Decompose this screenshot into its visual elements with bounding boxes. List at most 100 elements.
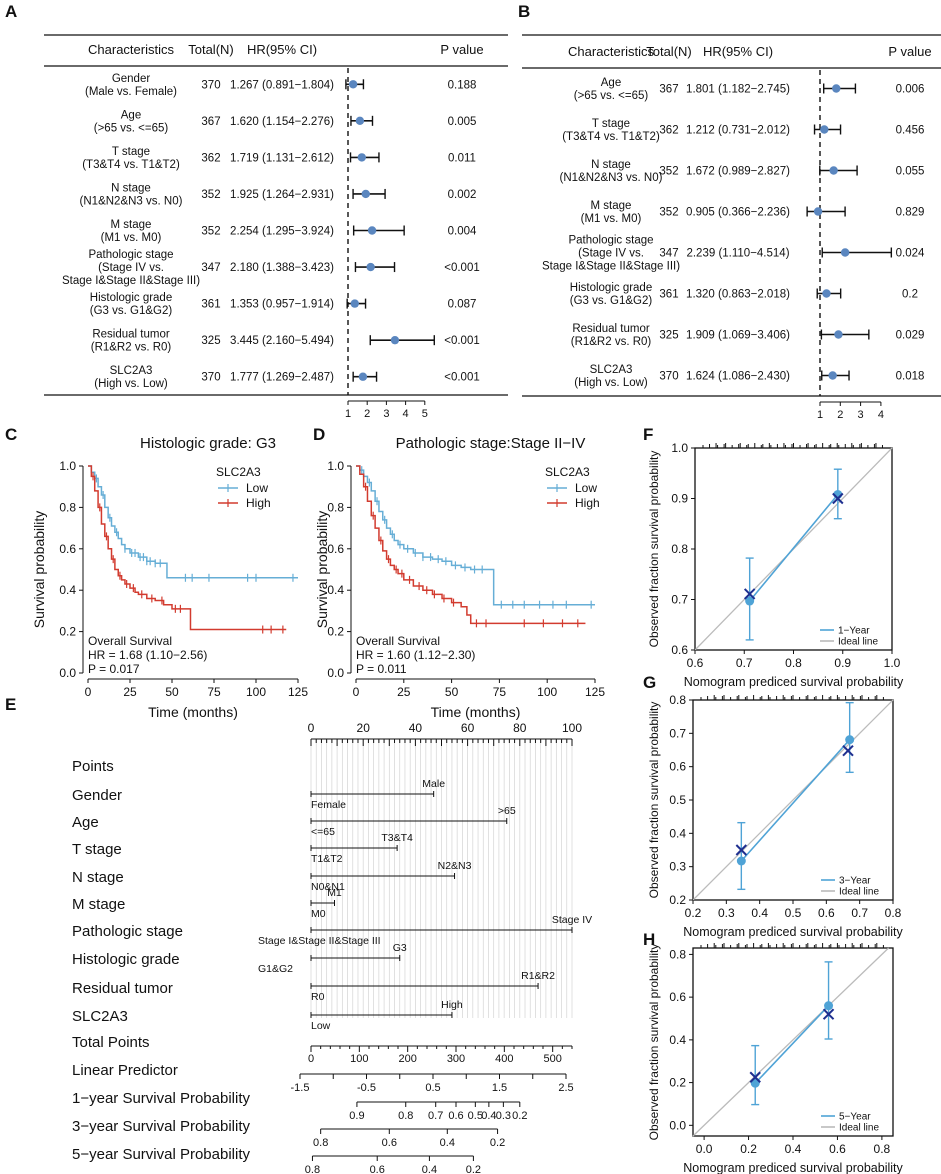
scale-label: Histologic grade (72, 951, 180, 968)
row-total: 362 (201, 152, 220, 164)
km-annotation: P = 0.011 (356, 662, 407, 676)
x-tick-label: 0.2 (740, 1142, 757, 1156)
row-label: (Male vs. Female) (85, 86, 177, 98)
calibration-plot-G: G 0.2 0.3 0.4 0.5 0.6 0.7 0.8 0.2 0.3 0.4 0.5 0.6 0.7… (643, 673, 904, 939)
survival-curve-low (356, 465, 595, 606)
row-label: Residual tumor (92, 329, 170, 341)
predicted-cross (743, 588, 756, 600)
y-tick-label: 0.8 (671, 542, 688, 556)
row-label: SLC2A3 (590, 364, 633, 376)
row-label: (G3 vs. G1&G2) (570, 295, 653, 307)
predicted-cross (822, 1008, 835, 1020)
y-tick-label: 0.2 (59, 625, 76, 639)
km-annotation: P = 0.017 (88, 662, 140, 676)
row-pvalue: 0.024 (896, 248, 925, 260)
row-total: 352 (201, 226, 220, 238)
row-pvalue: <0.001 (444, 262, 480, 274)
total-points-tick-label: 500 (543, 1053, 561, 1065)
x-tick-label: 0.7 (736, 656, 753, 670)
x-tick-label: 75 (207, 685, 221, 699)
x-tick-label: 0.3 (718, 906, 735, 920)
hr-point (350, 299, 359, 308)
km-plot-C: C Histologic grade: G3 0.0 0.2 0.4 0.6 0.8 1.0 0… (5, 425, 308, 720)
row-hr-ci: 1.909 (1.069−3.406) (686, 330, 790, 342)
header-hr: HR(95% CI) (247, 42, 317, 57)
panel-label-c: C (5, 425, 17, 444)
x-tick-label: 2 (364, 408, 370, 420)
row-label: N stage (591, 159, 631, 171)
row-total: 352 (201, 189, 220, 201)
x-tick-label: 50 (445, 685, 459, 699)
row-label: T stage (112, 146, 150, 158)
row-hr-ci: 1.925 (1.264−2.931) (230, 189, 334, 201)
scale-label: Age (72, 814, 99, 831)
level-label: R1&R2 (521, 970, 555, 982)
row-label: (R1&R2 vs. R0) (571, 336, 652, 348)
y-tick-label: 0.6 (669, 760, 686, 774)
km-annotation: HR = 1.60 (1.12−2.30) (356, 648, 475, 662)
y-tick-label: 0.5 (669, 793, 686, 807)
predicted-cross (842, 744, 854, 757)
level-label: Stage I&Stage II&Stage III (258, 935, 381, 947)
y-tick-label: 1.0 (671, 441, 688, 455)
x-tick-label: 0.8 (785, 656, 802, 670)
probability-tick-label: 0.7 (428, 1110, 443, 1122)
row-hr-ci: 1.620 (1.154−2.276) (230, 116, 334, 128)
panel-label-a: A (5, 2, 17, 21)
hr-point (348, 80, 358, 89)
km-plot-D: D Pathologic stage:Stage II−IV 0.0 0.2 0.4 0.… (313, 425, 605, 720)
predicted-cross (749, 1071, 761, 1083)
x-tick-label: 0.8 (874, 1142, 891, 1156)
row-label: (Stage IV vs. (98, 262, 164, 274)
points-tick-label: 40 (409, 721, 423, 735)
scale-label: T stage (72, 841, 122, 858)
x-tick-label: 75 (493, 685, 507, 699)
y-tick-label: 0.6 (59, 542, 76, 556)
x-tick-label: 2 (837, 409, 843, 421)
x-tick-label: 4 (878, 409, 884, 421)
legend-entry: Low (575, 481, 597, 495)
total-points-tick-label: 200 (398, 1053, 416, 1065)
row-label: (N1&N2&N3 vs. N0) (80, 195, 183, 207)
legend-entry: Ideal line (839, 1123, 879, 1134)
x-tick-label: 100 (246, 685, 266, 699)
level-label: N0&N1 (311, 881, 345, 893)
level-label: M1 (327, 887, 342, 899)
x-tick-label: 50 (165, 685, 179, 699)
hr-point (367, 226, 377, 235)
row-label: (M1 vs. M0) (581, 213, 642, 225)
legend-entry: 1−Year (838, 626, 870, 637)
observed-point (750, 1078, 760, 1088)
row-label: (T3&T4 vs. T1&T2) (562, 131, 660, 143)
x-tick-label: 0.9 (834, 656, 851, 670)
row-hr-ci: 1.624 (1.086−2.430) (686, 371, 790, 383)
row-label: Pathologic stage (88, 249, 173, 261)
row-pvalue: 0.029 (896, 330, 925, 342)
row-pvalue: 0.005 (448, 116, 477, 128)
calibration-line (754, 1005, 830, 1084)
calibration-line (740, 739, 851, 862)
row-label: Histologic grade (90, 292, 172, 304)
row-label: (>65 vs. <=65) (574, 90, 649, 102)
row-total: 325 (659, 330, 678, 342)
row-label: Gender (112, 73, 151, 85)
row-label: (T3&T4 vs. T1&T2) (82, 159, 180, 171)
row-hr-ci: 1.320 (0.863−2.018) (686, 289, 790, 301)
x-tick-label: 0.6 (829, 1142, 846, 1156)
level-label: G1&G2 (258, 963, 293, 975)
predicted-cross (735, 844, 748, 856)
header-pvalue: P value (888, 44, 931, 59)
points-tick-label: 60 (461, 721, 475, 735)
x-tick-label: 100 (537, 685, 557, 699)
header-characteristics: Characteristics (568, 44, 654, 59)
x-axis-label: Time (months) (431, 704, 521, 720)
calibration-plot-F: F 0.6 0.7 0.8 0.9 1.0 0.6 0.7 0.8 0.9 1.0 Nomogram … (643, 425, 904, 689)
predicted-cross (832, 492, 844, 505)
chart-title: Pathologic stage:Stage II−IV (396, 435, 586, 452)
row-label: Stage I&Stage II&Stage III) (62, 275, 200, 287)
forest-plot-A: A Characteristics Total(N) HR(95% CI) P valu… (5, 2, 508, 420)
scale-label: SLC2A3 (72, 1008, 128, 1025)
hr-point (361, 189, 370, 199)
x-axis-label: Time (months) (148, 704, 238, 720)
row-hr-ci: 1.267 (0.891−1.804) (230, 79, 334, 91)
